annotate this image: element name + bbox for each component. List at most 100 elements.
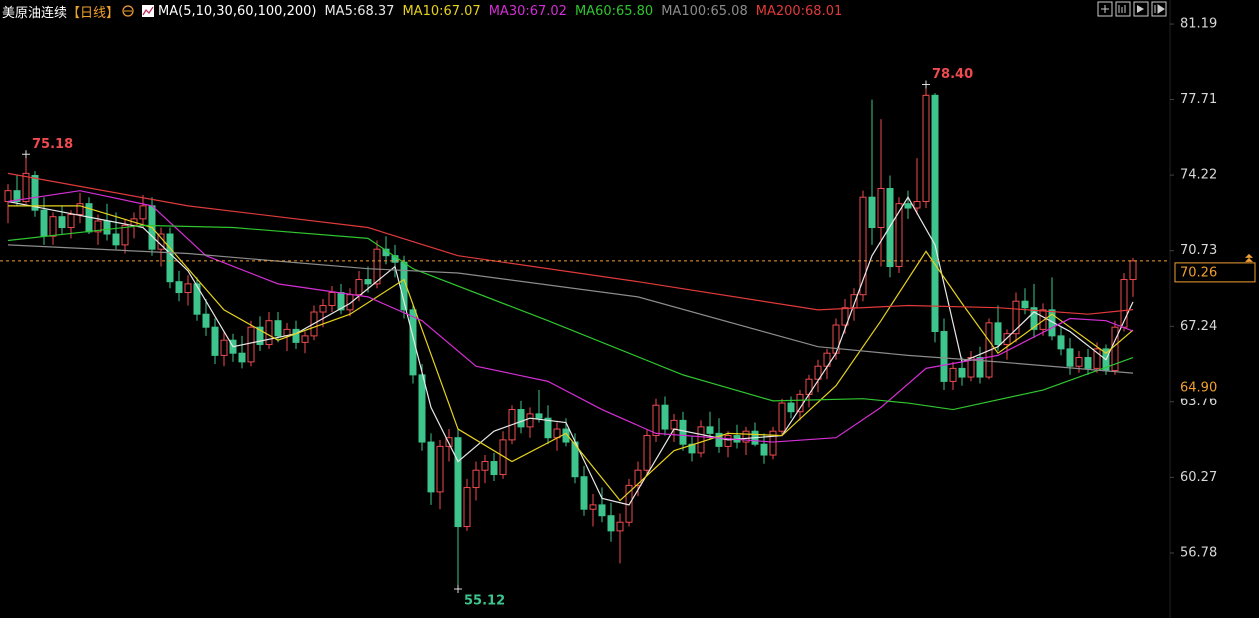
- candle-body: [1003, 333, 1011, 346]
- candle-body: [526, 413, 534, 428]
- candle-body: [517, 409, 525, 428]
- candle-body: [994, 322, 1002, 346]
- candle-body: [409, 309, 417, 376]
- candle-body: [301, 335, 309, 343]
- candle-body: [1075, 357, 1083, 367]
- legend-entry: MA60:65.80: [574, 3, 654, 19]
- candle-body: [1093, 348, 1101, 369]
- candle-body: [184, 283, 192, 294]
- candle-body: [274, 320, 282, 337]
- candle-body: [535, 413, 543, 419]
- candle-body: [427, 441, 435, 493]
- candle-body: [661, 404, 669, 430]
- candle-body: [4, 190, 12, 203]
- candle-body: [688, 443, 696, 454]
- y-tick-label: 67.24: [1180, 319, 1217, 334]
- legend-entry: MA5:68.37: [324, 3, 395, 19]
- candle-body: [1012, 300, 1020, 335]
- candle-body: [598, 504, 606, 517]
- tool-button[interactable]: [1097, 1, 1113, 17]
- candle-body: [1129, 260, 1137, 281]
- candle-body: [49, 216, 57, 237]
- candle-body: [40, 209, 48, 237]
- candle-body: [1039, 309, 1047, 330]
- candle-body: [940, 331, 948, 382]
- candle-body: [922, 94, 930, 203]
- candle-body: [1030, 307, 1038, 330]
- indicator-icon[interactable]: [141, 4, 155, 18]
- candle-body: [931, 94, 939, 333]
- indicator-label: MA(5,10,30,60,100,200): [158, 3, 317, 19]
- legend: MA5:68.37 MA10:67.07 MA30:67.02 MA60:65.80 M…: [324, 4, 850, 19]
- candle-body: [499, 439, 507, 476]
- candle-body: [238, 352, 246, 363]
- period[interactable]: 【日线】: [67, 5, 120, 21]
- candle-body: [787, 402, 795, 413]
- candle-body: [31, 175, 39, 211]
- tool-button[interactable]: [1151, 1, 1167, 17]
- candle-body: [319, 305, 327, 313]
- candle-body: [670, 419, 678, 430]
- y-tick-label: 74.22: [1180, 168, 1217, 183]
- extreme-label: 55.12: [464, 593, 505, 608]
- candle-body: [634, 469, 642, 486]
- candle-body: [1021, 300, 1029, 309]
- candle-body: [256, 326, 264, 346]
- candle-body: [742, 430, 750, 443]
- candle-body: [67, 214, 75, 229]
- cursor-price-box: [1171, 377, 1259, 399]
- candle-body: [436, 445, 444, 493]
- candle-body: [913, 201, 921, 209]
- candle-body: [58, 216, 66, 229]
- candle-body: [958, 367, 966, 378]
- candle-body: [175, 281, 183, 294]
- candle-body: [481, 461, 489, 471]
- tool-icon: [1154, 4, 1165, 14]
- legend-entry: MA10:67.07: [402, 3, 481, 19]
- candle-body: [121, 224, 129, 246]
- candle-body: [265, 320, 273, 346]
- candle-body: [652, 404, 660, 437]
- tool-icon: [1137, 5, 1144, 13]
- ma-line: [7, 172, 1134, 315]
- candle-body: [814, 365, 822, 380]
- settings-icon[interactable]: [121, 4, 135, 18]
- candle-body: [472, 469, 480, 489]
- candle-body: [706, 426, 714, 434]
- candle-body: [445, 437, 453, 447]
- candle-body: [949, 367, 957, 382]
- legend-entry: MA30:67.02: [488, 3, 567, 19]
- ma-line: [8, 205, 1134, 502]
- tool-icon: [1118, 5, 1126, 13]
- candle-body: [616, 521, 624, 532]
- candle-body: [139, 205, 147, 220]
- candle-body: [643, 435, 651, 471]
- candle-body: [904, 203, 912, 209]
- extreme-marker: [922, 80, 930, 89]
- y-tick-label: 60.27: [1180, 470, 1217, 485]
- candle-body: [589, 504, 597, 510]
- candle-body: [463, 487, 471, 528]
- instrument-name: 美原油连续: [2, 5, 68, 21]
- y-tick-label: 81.19: [1180, 17, 1217, 32]
- y-tick-label: 70.73: [1180, 243, 1217, 258]
- candle-body: [418, 374, 426, 443]
- candle-body: [1084, 357, 1092, 369]
- candle-body: [1057, 335, 1065, 350]
- candle-body: [76, 203, 84, 216]
- candle-body: [328, 292, 336, 307]
- candle-body: [373, 248, 381, 285]
- tool-icon: [1101, 5, 1109, 13]
- candle-body: [13, 190, 21, 203]
- legend-entry: MA200:68.01: [755, 3, 843, 19]
- candle-body: [607, 515, 615, 532]
- candle-body: [769, 430, 777, 456]
- tool-button[interactable]: [1115, 1, 1131, 17]
- candle-body: [868, 196, 876, 229]
- tool-button[interactable]: [1133, 1, 1149, 17]
- candle-body: [220, 339, 228, 356]
- candle-body: [877, 188, 885, 229]
- ma-line: [7, 190, 1134, 443]
- header: 美原油连续 【日线】 MA(5,10,30,60,100,200) MA5:68…: [2, 2, 850, 21]
- candle-body: [22, 172, 30, 203]
